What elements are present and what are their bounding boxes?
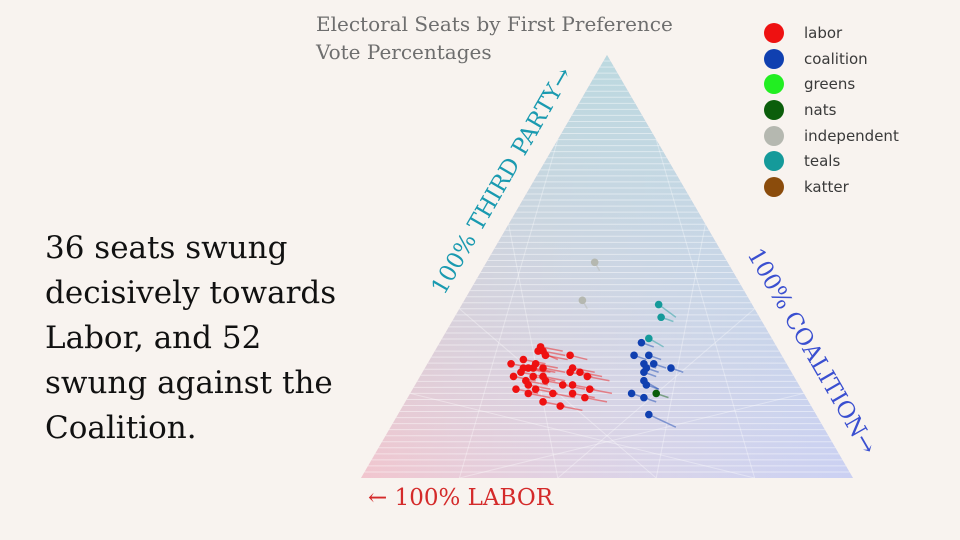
legend-item-labor[interactable]: labor <box>764 20 899 46</box>
data-point-labor <box>539 398 547 406</box>
grid-line <box>655 224 706 479</box>
data-point-labor <box>558 381 567 389</box>
ternary-gridlines <box>364 60 850 479</box>
chart-title: Electoral Seats by First Preference Vote… <box>316 10 696 66</box>
data-point-labor <box>512 385 520 393</box>
legend-label-coalition: coalition <box>804 49 868 68</box>
data-point-independent <box>578 296 587 305</box>
data-point-teals <box>645 334 653 343</box>
grid-line <box>459 308 657 479</box>
data-point-coalition <box>627 389 636 398</box>
data-point-teals <box>654 300 663 309</box>
legend-label-katter: katter <box>804 177 849 196</box>
data-point-coalition <box>649 359 658 368</box>
triangle-tint-third-party <box>361 55 853 478</box>
data-point-independent <box>590 258 599 267</box>
data-point-labor <box>568 389 577 398</box>
legend-swatch-nats <box>764 99 784 120</box>
legend-item-coalition[interactable]: coalition <box>764 46 899 72</box>
data-point-teals <box>657 313 665 322</box>
data-point-labor <box>583 372 592 381</box>
data-point-labor <box>541 351 550 360</box>
data-point-labor <box>524 389 533 398</box>
legend: labor coalition greens nats independent teals… <box>764 20 899 200</box>
legend-item-nats[interactable]: nats <box>764 97 899 123</box>
data-point-coalition <box>667 364 675 372</box>
swing-line-coalition <box>648 413 677 428</box>
data-point-coalition <box>645 351 653 360</box>
data-point-labor <box>507 359 515 368</box>
grid-line <box>655 139 756 479</box>
legend-label-labor: labor <box>804 23 843 42</box>
legend-swatch-independent <box>764 125 784 146</box>
data-point-coalition <box>630 351 638 360</box>
data-point-labor <box>509 372 518 381</box>
legend-label-greens: greens <box>804 75 856 94</box>
grid-line <box>459 392 804 479</box>
legend-label-independent: independent <box>804 126 899 145</box>
legend-swatch-katter <box>764 176 784 197</box>
data-point-labor <box>529 364 537 372</box>
data-point-labor <box>519 355 528 364</box>
data-point-labor <box>556 402 565 410</box>
data-point-labor <box>566 368 574 377</box>
grid-line <box>508 224 559 479</box>
data-point-labor <box>541 376 550 385</box>
data-point-labor <box>531 385 540 393</box>
data-point-coalition <box>645 410 653 419</box>
legend-item-katter[interactable]: katter <box>764 174 899 200</box>
grid-line <box>410 392 755 479</box>
data-point-labor <box>585 385 594 393</box>
data-points <box>507 258 675 419</box>
data-point-labor <box>568 381 577 389</box>
grid-line <box>458 139 559 479</box>
legend-item-teals[interactable]: teals <box>764 148 899 174</box>
legend-item-greens[interactable]: greens <box>764 71 899 97</box>
data-point-nats <box>652 389 660 398</box>
data-point-labor <box>581 393 589 402</box>
data-point-coalition <box>642 381 651 389</box>
data-point-coalition <box>640 368 648 377</box>
data-point-labor <box>576 368 584 377</box>
data-point-coalition <box>637 338 646 347</box>
legend-label-nats: nats <box>804 100 837 119</box>
ternary-background <box>361 55 853 478</box>
legend-swatch-greens <box>764 74 784 95</box>
data-point-labor <box>519 364 528 372</box>
legend-swatch-coalition <box>764 48 784 69</box>
data-point-labor <box>549 389 557 398</box>
legend-item-independent[interactable]: independent <box>764 123 899 149</box>
data-point-labor <box>566 351 574 360</box>
data-point-labor <box>539 364 547 372</box>
legend-swatch-teals <box>764 151 784 172</box>
axis-label-labor: ← 100% LABOR <box>368 485 554 511</box>
data-point-coalition <box>640 393 648 402</box>
legend-label-teals: teals <box>804 152 841 171</box>
data-point-labor <box>529 372 537 381</box>
chart-title-line-1: Electoral Seats by First Preference <box>316 12 673 36</box>
chart-title-line-2: Vote Percentages <box>316 40 492 64</box>
caption-text: 36 seats swung decisively towards Labor,… <box>45 230 337 446</box>
legend-swatch-labor <box>764 22 784 43</box>
data-point-labor <box>524 381 533 389</box>
